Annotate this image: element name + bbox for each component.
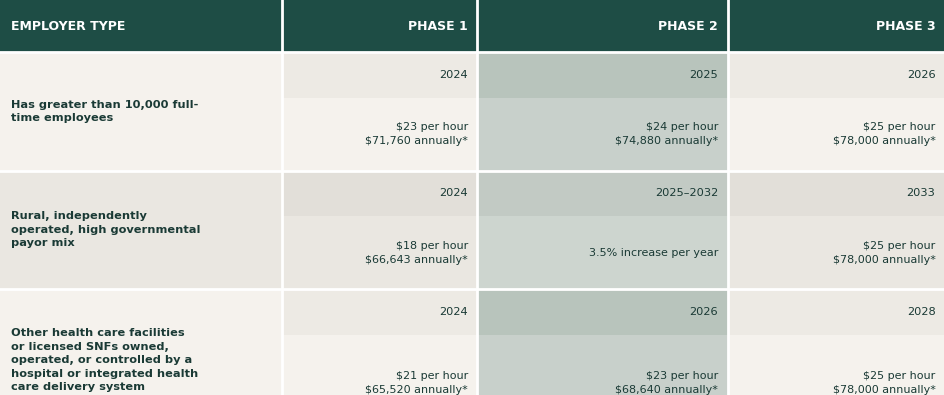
- Bar: [477, 0, 727, 52]
- Bar: [477, 171, 727, 216]
- Bar: [727, 289, 944, 335]
- Text: $18 per hour
$66,643 annually*: $18 per hour $66,643 annually*: [364, 241, 467, 265]
- Text: PHASE 2: PHASE 2: [658, 20, 717, 32]
- Bar: [281, 289, 477, 335]
- Bar: [281, 335, 477, 395]
- Bar: [727, 335, 944, 395]
- Text: 2026: 2026: [689, 307, 717, 317]
- Text: PHASE 3: PHASE 3: [875, 20, 935, 32]
- Bar: [727, 0, 944, 52]
- Bar: [0, 171, 281, 289]
- Text: $23 per hour
$68,640 annually*: $23 per hour $68,640 annually*: [615, 371, 717, 395]
- Bar: [477, 216, 727, 289]
- Text: EMPLOYER TYPE: EMPLOYER TYPE: [11, 20, 126, 32]
- Text: 2025: 2025: [689, 70, 717, 80]
- Bar: [0, 52, 281, 171]
- Text: 2024: 2024: [439, 188, 467, 198]
- Text: $25 per hour
$78,000 annually*: $25 per hour $78,000 annually*: [832, 371, 935, 395]
- Text: Other health care facilities
or licensed SNFs owned,
operated, or controlled by : Other health care facilities or licensed…: [11, 328, 198, 393]
- Text: 2025–2032: 2025–2032: [654, 188, 717, 198]
- Bar: [727, 98, 944, 171]
- Text: 2028: 2028: [906, 307, 935, 317]
- Bar: [0, 0, 281, 52]
- Bar: [727, 216, 944, 289]
- Text: $21 per hour
$65,520 annually*: $21 per hour $65,520 annually*: [364, 371, 467, 395]
- Bar: [727, 171, 944, 216]
- Text: 2026: 2026: [906, 70, 935, 80]
- Bar: [281, 52, 477, 98]
- Text: $25 per hour
$78,000 annually*: $25 per hour $78,000 annually*: [832, 122, 935, 146]
- Text: $25 per hour
$78,000 annually*: $25 per hour $78,000 annually*: [832, 241, 935, 265]
- Text: Has greater than 10,000 full-
time employees: Has greater than 10,000 full- time emplo…: [11, 100, 198, 123]
- Text: 2024: 2024: [439, 70, 467, 80]
- Text: 2033: 2033: [905, 188, 935, 198]
- Bar: [477, 98, 727, 171]
- Text: 2024: 2024: [439, 307, 467, 317]
- Bar: [727, 52, 944, 98]
- Bar: [477, 335, 727, 395]
- Bar: [281, 171, 477, 216]
- Bar: [0, 289, 281, 395]
- Text: $24 per hour
$74,880 annually*: $24 per hour $74,880 annually*: [615, 122, 717, 146]
- Bar: [477, 52, 727, 98]
- Text: 3.5% increase per year: 3.5% increase per year: [588, 248, 717, 258]
- Text: Rural, independently
operated, high governmental
payor mix: Rural, independently operated, high gove…: [11, 211, 201, 248]
- Bar: [281, 0, 477, 52]
- Bar: [281, 98, 477, 171]
- Text: $23 per hour
$71,760 annually*: $23 per hour $71,760 annually*: [364, 122, 467, 146]
- Bar: [477, 289, 727, 335]
- Text: PHASE 1: PHASE 1: [408, 20, 467, 32]
- Bar: [281, 216, 477, 289]
